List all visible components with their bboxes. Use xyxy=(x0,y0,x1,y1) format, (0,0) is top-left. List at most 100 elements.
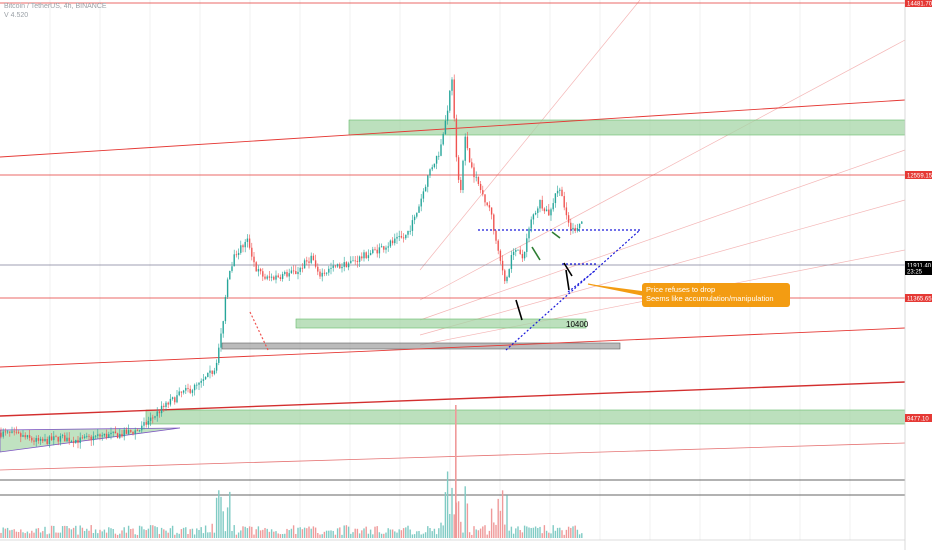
volume-bar xyxy=(33,532,35,538)
bottom-demand-zone xyxy=(145,409,906,425)
volume-bar xyxy=(578,534,581,538)
candle-body xyxy=(339,264,341,269)
candle-body xyxy=(178,391,180,396)
volume-bar xyxy=(42,531,44,538)
volume-bar xyxy=(495,524,497,538)
candle-body xyxy=(94,435,97,437)
volume-bar xyxy=(116,534,119,538)
volume-bar xyxy=(97,533,99,538)
volume-bar xyxy=(332,530,334,538)
volume-bar xyxy=(299,527,301,538)
candle-body xyxy=(237,252,240,255)
volume-bar xyxy=(147,528,150,538)
volume-bar xyxy=(202,533,205,538)
volume-bar xyxy=(501,490,504,538)
volume-bars xyxy=(0,405,583,538)
candle-body xyxy=(508,269,510,277)
price-badge-bg xyxy=(905,267,932,275)
candle-body xyxy=(561,189,563,197)
volume-bar xyxy=(28,533,31,538)
volume-bar xyxy=(105,532,108,538)
candle-body xyxy=(165,402,167,407)
volume-bar xyxy=(83,530,86,538)
candle-body xyxy=(189,388,191,393)
candle-body xyxy=(198,382,200,385)
volume-bar xyxy=(548,532,550,538)
swing-markers xyxy=(515,262,573,321)
volume-bar xyxy=(149,525,152,538)
candle-body xyxy=(235,254,238,256)
candle-body xyxy=(81,437,84,439)
volume-bar xyxy=(108,527,110,538)
candle-body xyxy=(440,144,442,156)
volume-bar xyxy=(512,533,515,538)
volume-bar xyxy=(75,525,77,538)
volume-bar xyxy=(152,525,154,538)
volume-bar xyxy=(187,533,189,538)
volume-bar xyxy=(411,534,414,538)
candle-body xyxy=(328,268,330,273)
volume-bar xyxy=(295,533,297,538)
candle-body xyxy=(488,205,491,208)
volume-bar xyxy=(57,532,59,538)
volume-bar xyxy=(86,528,88,538)
candle-body xyxy=(504,270,506,282)
volume-bar xyxy=(519,529,521,538)
candle-body xyxy=(495,230,497,241)
volume-bar xyxy=(310,528,312,538)
volume-bar xyxy=(20,529,22,538)
volume-bar xyxy=(565,529,568,538)
volume-bar xyxy=(429,527,431,538)
volume-bar xyxy=(369,529,372,538)
candle-body xyxy=(119,433,121,439)
candle-body xyxy=(86,435,88,437)
candle-body xyxy=(229,270,231,280)
candle-body xyxy=(264,276,266,279)
candle-body xyxy=(185,387,187,391)
candle-body xyxy=(136,430,139,432)
volume-bar xyxy=(477,530,480,538)
volume-bar xyxy=(323,531,326,538)
candle-body xyxy=(574,227,576,231)
volume-bar xyxy=(242,526,244,538)
volume-bar xyxy=(198,529,200,538)
candle-body xyxy=(11,431,13,433)
volume-bar xyxy=(255,529,257,538)
volume-bar xyxy=(6,527,9,538)
candle-body xyxy=(363,252,365,259)
candle-body xyxy=(515,250,517,252)
volume-bar xyxy=(521,532,524,538)
volume-bar xyxy=(138,525,141,538)
volume-bar xyxy=(264,527,266,538)
volume-bar xyxy=(160,527,163,538)
candle-body xyxy=(53,436,55,441)
candle-body xyxy=(429,169,431,176)
volume-bar xyxy=(17,532,20,538)
price-badge-bg xyxy=(905,414,932,422)
candle-body xyxy=(103,433,106,436)
volume-bar xyxy=(376,526,378,538)
volume-bar xyxy=(134,534,136,538)
candle-body xyxy=(422,191,425,199)
candle-body xyxy=(292,270,295,272)
volume-bar xyxy=(0,532,2,538)
volume-bar xyxy=(431,531,433,538)
volume-bar xyxy=(391,529,394,538)
callout-line-1: Price refuses to drop xyxy=(646,285,716,294)
candle-body xyxy=(273,276,275,280)
volume-bar xyxy=(35,528,37,538)
candle-body xyxy=(134,430,136,434)
candle-body xyxy=(48,436,51,445)
candle-body xyxy=(218,347,220,363)
volume-bar xyxy=(576,529,579,538)
volume-bar xyxy=(121,530,123,538)
candle-body xyxy=(209,370,211,373)
volume-bar xyxy=(530,527,532,538)
candle-body xyxy=(108,434,110,438)
volume-bar xyxy=(233,525,235,538)
candle-body xyxy=(317,266,319,272)
candle-body xyxy=(380,246,383,248)
volume-bar xyxy=(389,529,392,538)
candle-body xyxy=(521,254,524,259)
candle-body xyxy=(548,209,550,216)
